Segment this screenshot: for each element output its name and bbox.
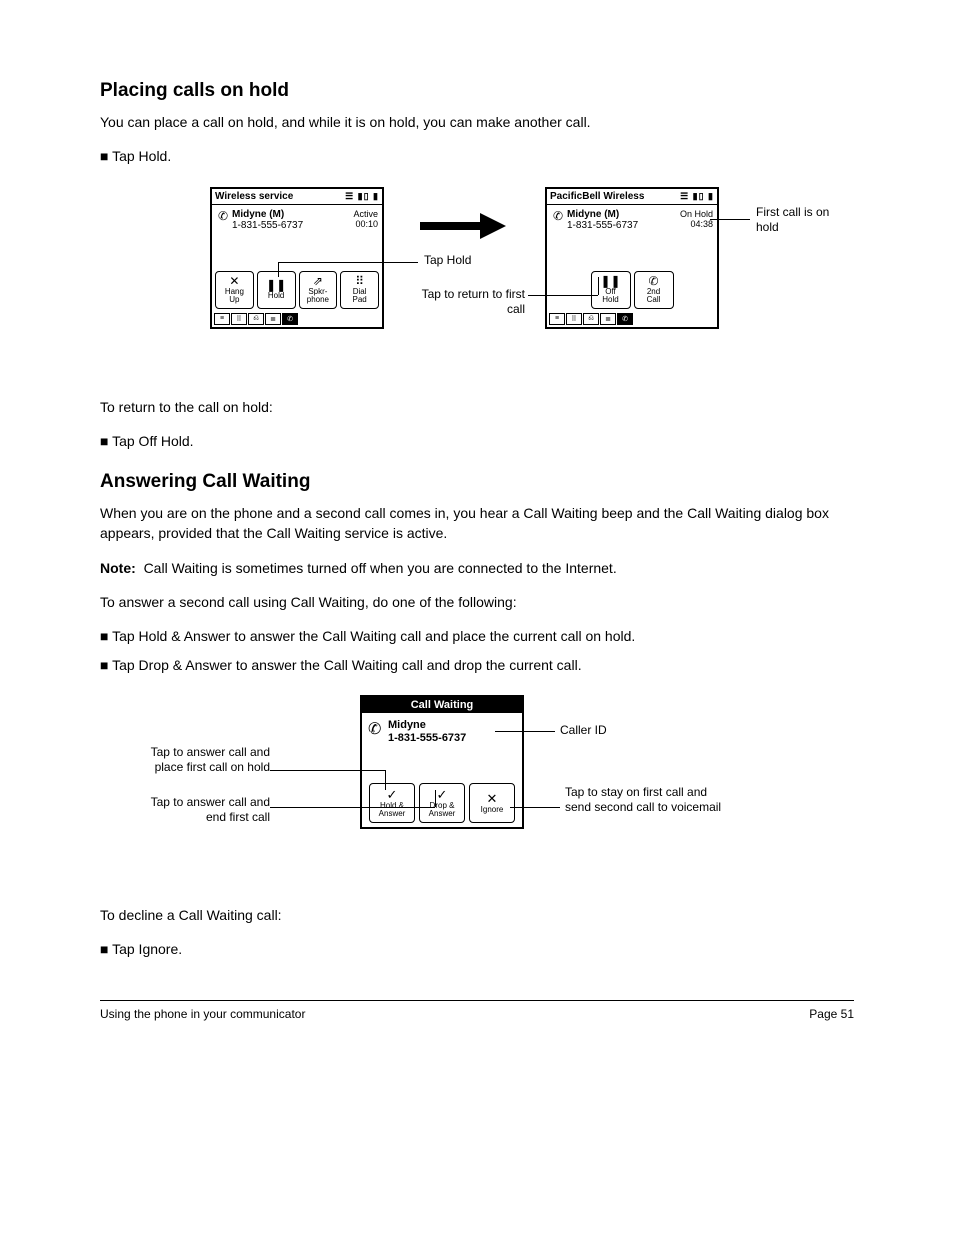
leader [278,262,418,263]
cw-note: Note: Note: Call Waiting is sometimes tu… [100,558,854,578]
callout-drop-answer: Tap to answer call and end first call [140,795,270,825]
callout-off-hold: Tap to return to first call [420,287,525,317]
pause-icon: ❚❚ [600,275,620,288]
cw-answer-line: To answer a second call using Call Waiti… [100,592,854,612]
call-status: Active [338,209,378,219]
status-icons: ☰ ▮▯ ▮ [680,191,714,202]
leader [495,731,555,732]
dialpad-icon: ⠿ [355,275,364,288]
tab[interactable]: ≡ [214,313,230,325]
hold-button[interactable]: ❚❚ Hold [257,271,296,309]
callout-caller-id: Caller ID [560,723,607,738]
footer-rule [100,1000,854,1001]
tab[interactable]: ⠿ [566,313,582,325]
heading-hold: Placing calls on hold [100,80,854,102]
footer-right: Page 51 [809,1007,854,1021]
phone-on-hold: PacificBell Wireless ☰ ▮▯ ▮ ✆ Midyne (M)… [545,187,719,329]
status-icons: ☰ ▮▯ ▮ [345,191,379,202]
heading-call-waiting: Answering Call Waiting [100,471,854,493]
caller-name: Midyne [388,719,466,732]
leader [710,219,750,220]
phone-icon: ✆ [648,275,658,288]
tab-active[interactable]: ✆ [617,313,633,325]
leader [510,807,560,808]
speaker-button[interactable]: ⇗ Spkr- phone [299,271,338,309]
close-icon: ✕ [229,275,239,288]
call-timer: 04:38 [673,219,713,229]
leader [270,770,385,771]
hold-answer-button[interactable]: ✓ Hold & Answer [369,783,415,823]
second-call-button[interactable]: ✆ 2nd Call [634,271,674,309]
check-icon: ✓ [387,788,398,802]
dialpad-button[interactable]: ⠿ Dial Pad [340,271,379,309]
phone-icon: ✆ [368,719,388,739]
hangup-button[interactable]: ✕ Hang Up [215,271,254,309]
nav-tabs: ≡ ⠿ ⎌ ≣ ✆ [212,312,382,327]
arrow-icon [420,215,510,237]
cw-decline-bullet: ■ Tap Ignore. [100,939,854,959]
caller-number: 1-831-555-6737 [388,732,466,745]
phone-title: Wireless service [215,191,293,202]
hold-return-bullet: ■ Tap Off Hold. [100,431,854,451]
leader [528,295,598,296]
phone-icon: ✆ [216,209,230,223]
footer-left: Using the phone in your communicator [100,1007,305,1021]
tab[interactable]: ≣ [265,313,281,325]
tab[interactable]: ⎌ [583,313,599,325]
tab[interactable]: ⠿ [231,313,247,325]
phone-title: PacificBell Wireless [550,191,644,202]
call-waiting-figure: Call Waiting ✆ Midyne 1-831-555-6737 ✓ H… [100,695,854,895]
drop-answer-button[interactable]: ✓ Drop & Answer [419,783,465,823]
close-icon: ✕ [487,792,498,806]
cw-decline-line: To decline a Call Waiting call: [100,905,854,925]
call-waiting-dialog: Call Waiting ✆ Midyne 1-831-555-6737 ✓ H… [360,695,524,829]
phone-icon: ✆ [551,209,565,223]
phone-active-call: Wireless service ☰ ▮▯ ▮ ✆ Midyne (M) 1-8… [210,187,384,329]
callout-hold-answer: Tap to answer call and place first call … [140,745,270,775]
cw-answer-bullet-2: ■ Tap Drop & Answer to answer the Call W… [100,655,854,675]
callout-ignore: Tap to stay on first call and send secon… [565,785,735,815]
hold-step: ■ Tap Hold. [100,146,854,166]
pause-icon: ❚❚ [266,279,286,292]
tab[interactable]: ≣ [600,313,616,325]
callout-tap-hold: Tap Hold [424,253,471,268]
off-hold-button[interactable]: ❚❚ Off Hold [591,271,631,309]
cw-intro: When you are on the phone and a second c… [100,503,854,544]
check-icon: ✓ [437,788,448,802]
dialog-title: Call Waiting [362,697,522,713]
hold-intro: You can place a call on hold, and while … [100,112,854,132]
caller-name: Midyne (M) [567,209,673,220]
caller-number: 1-831-555-6737 [232,220,338,231]
nav-tabs: ≡ ⠿ ⎌ ≣ ✆ [547,312,717,327]
callout-on-hold: First call is on hold [756,205,846,235]
call-status: On Hold [673,209,713,219]
leader [270,807,435,808]
caller-name: Midyne (M) [232,209,338,220]
hold-return-line: To return to the call on hold: [100,397,854,417]
leader [278,262,279,277]
caller-number: 1-831-555-6737 [567,220,673,231]
speaker-icon: ⇗ [313,275,323,288]
leader [598,277,599,295]
call-timer: 00:10 [338,219,378,229]
ignore-button[interactable]: ✕ Ignore [469,783,515,823]
tab[interactable]: ⎌ [248,313,264,325]
leader [385,770,386,790]
leader [435,790,436,807]
hold-figure: Wireless service ☰ ▮▯ ▮ ✆ Midyne (M) 1-8… [100,187,854,387]
tab[interactable]: ≡ [549,313,565,325]
tab-active[interactable]: ✆ [282,313,298,325]
cw-answer-bullet-1: ■ Tap Hold & Answer to answer the Call W… [100,626,854,646]
